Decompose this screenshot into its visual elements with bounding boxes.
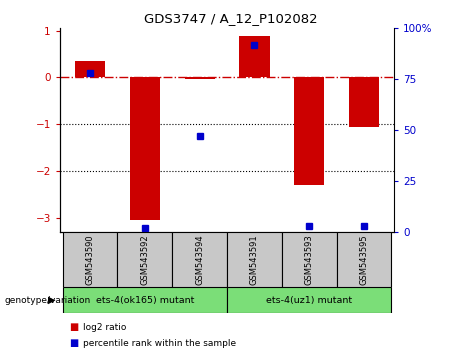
Bar [63,287,227,313]
Text: ■: ■ [69,338,78,348]
Bar [337,232,391,287]
Text: GSM543594: GSM543594 [195,234,204,285]
Text: percentile rank within the sample: percentile rank within the sample [83,339,236,348]
Text: ets-4(ok165) mutant: ets-4(ok165) mutant [96,296,194,304]
Text: GSM543593: GSM543593 [305,234,314,285]
Bar [75,61,105,78]
Text: ▶: ▶ [48,295,56,305]
Bar [227,232,282,287]
Bar [227,287,391,313]
Text: GSM543595: GSM543595 [360,234,368,285]
Text: ets-4(uz1) mutant: ets-4(uz1) mutant [266,296,352,304]
Text: log2 ratio: log2 ratio [83,323,126,332]
Text: GSM543590: GSM543590 [86,234,95,285]
Bar [239,36,270,78]
Bar [63,232,118,287]
Bar [282,232,337,287]
Text: GSM543591: GSM543591 [250,234,259,285]
Text: ■: ■ [69,322,78,332]
Bar [130,78,160,220]
Text: genotype/variation: genotype/variation [5,296,91,304]
Bar [184,78,215,79]
Bar [294,78,324,185]
Bar [172,232,227,287]
Bar [118,232,172,287]
Text: GSM543592: GSM543592 [140,234,149,285]
Text: GDS3747 / A_12_P102082: GDS3747 / A_12_P102082 [144,12,317,25]
Bar [349,78,379,127]
